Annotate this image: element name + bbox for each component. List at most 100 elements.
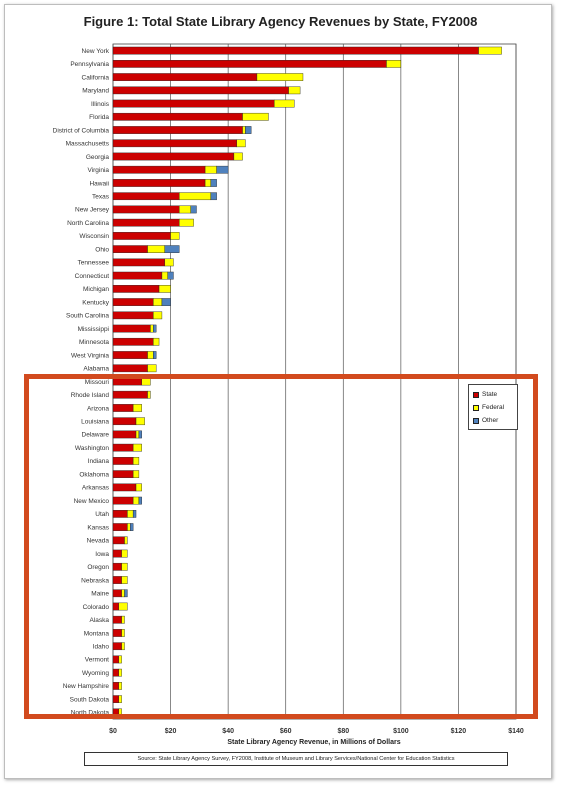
bar-segment-federal [124,536,128,545]
bar-segment-state [112,60,387,68]
bar-segment-state [112,642,122,651]
bar-segment-state [112,615,122,624]
bar-segment-federal [127,510,134,518]
bar-segment-federal [147,351,154,359]
y-tick-label: Tennessee [78,260,110,267]
y-tick-label: South Carolina [66,313,109,320]
bar-segment-federal [147,390,151,399]
y-tick-label: Delaware [82,432,110,439]
bar-segment-federal [150,324,154,333]
bar-segment-federal [135,417,145,426]
bar-segment-federal [256,73,304,81]
y-tick-label: Rhode Island [71,392,110,399]
bar-segment-federal [132,404,142,412]
state-swatch [473,391,479,398]
bar-segment-federal [288,86,301,95]
bar-segment-federal [135,483,142,492]
bar-segment-federal [147,364,157,373]
legend-item-state: State [473,388,513,401]
bar-segment-state [112,351,148,359]
y-tick-label: Montana [84,630,110,637]
x-tick-label: $20 [165,728,177,735]
y-tick-label: Illinois [91,101,110,108]
y-tick-label: New Hampshire [63,683,110,690]
bar-segment-federal [121,615,125,624]
y-tick-label: North Dakota [71,710,110,717]
y-tick-label: Oklahoma [79,471,109,478]
bar-segment-state [112,576,122,584]
bar-segment-state [112,457,134,465]
bar-segment-other [164,245,180,253]
bar-segment-federal [179,205,191,214]
bar-segment-state [112,152,235,161]
bar-segment-other [210,179,217,187]
bar-segment-federal [127,523,131,531]
bar-segment-federal [242,112,269,121]
bar-segment-state [112,271,163,280]
bar-segment-state [112,165,206,174]
y-tick-label: Oregon [87,564,109,571]
x-tick-label: $0 [109,728,117,735]
y-tick-label: Arkansas [82,485,110,492]
bar-segment-federal [153,298,163,306]
bar-segment-federal [179,218,194,227]
y-tick-label: Hawaii [89,180,109,187]
bar-segment-federal [118,695,122,703]
bar-segment-state [112,602,119,611]
y-tick-label: Kansas [87,524,109,531]
y-tick-label: Louisiana [81,419,109,426]
y-tick-label: Massachusetts [66,141,110,148]
bar-segment-state [112,430,137,439]
legend-label-state: State [482,391,498,398]
bar-segment-other [245,126,252,134]
bar-segment-state [112,483,137,492]
legend-item-federal: Federal [473,401,513,414]
other-swatch [473,417,479,424]
bar-segment-state [112,73,258,81]
bar-segment-state [112,126,243,134]
y-tick-label: Maine [91,591,109,598]
bar-segment-federal [153,337,160,346]
bar-segment-state [112,192,180,201]
bar-segment-state [112,655,119,664]
bar-segment-federal [118,602,128,611]
bar-segment-other [216,165,229,174]
x-tick-label: $80 [337,728,349,735]
y-tick-label: West Virginia [71,352,109,359]
legend-item-other: Other [473,414,513,427]
federal-swatch [473,404,479,411]
bar-segment-state [112,245,148,253]
bar-segment-state [112,470,134,478]
bar-segment-state [112,311,154,320]
y-tick-label: Alabama [83,366,109,373]
bar-segment-federal [135,430,140,439]
bar-segment-state [112,364,148,373]
bar-segment-state [112,390,148,399]
bar-segment-federal [204,165,217,174]
bar-segment-federal [118,682,122,690]
y-tick-label: Vermont [85,657,109,664]
x-tick-label: $140 [508,728,524,735]
y-tick-label: Nebraska [81,577,109,584]
bar-segment-other [210,192,217,201]
y-tick-label: Ohio [95,246,109,253]
bar-segment-state [112,258,166,267]
y-tick-label: Michigan [83,286,109,293]
bar-segment-state [112,218,180,227]
bar-segment-state [112,179,206,187]
y-tick-label: Georgia [86,154,110,161]
bar-segment-other [190,205,197,214]
y-tick-label: Virginia [87,167,109,174]
bar-segment-other [130,523,134,531]
bar-segment-federal [132,470,140,478]
y-tick-label: New Mexico [74,498,110,505]
legend: State Federal Other [468,384,518,430]
bar-segment-federal [233,152,243,161]
y-tick-label: California [82,74,110,81]
bar-segment-state [112,510,128,518]
bar-segment-state [112,324,151,333]
bar-segment-state [112,46,479,55]
chart-title: Figure 1: Total State Library Agency Rev… [83,14,478,29]
bar-segment-state [112,86,289,95]
